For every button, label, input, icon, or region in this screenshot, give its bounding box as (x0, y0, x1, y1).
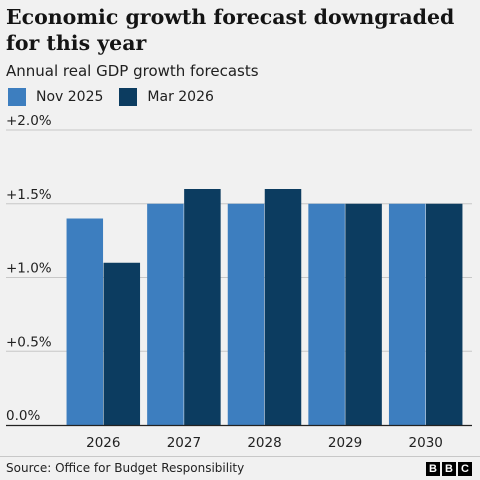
bar-chart: 0.0% +0.5% +1.0% +1.5% +2.0% 2026 2027 2028 2029… (6, 113, 472, 451)
bar (264, 189, 302, 425)
legend-item-mar-2026: Mar 2026 (119, 88, 214, 106)
legend-label-nov-2025: Nov 2025 (36, 89, 104, 105)
x-tick-label: 2028 (247, 435, 281, 451)
chart-title: Economic growth forecast downgraded for … (6, 5, 455, 55)
x-tick-label: 2026 (86, 435, 120, 451)
x-tick-label: 2030 (409, 435, 443, 451)
bar (103, 262, 141, 425)
x-tick-label: 2029 (328, 435, 362, 451)
legend-swatch-nov-2025 (8, 88, 26, 106)
legend-item-nov-2025: Nov 2025 (8, 88, 103, 106)
legend: Nov 2025 Mar 2026 (8, 87, 230, 107)
bar (227, 203, 265, 425)
bar (184, 189, 221, 425)
source-note: Source: Office for Budget Responsibility (6, 461, 245, 475)
legend-swatch-mar-2026 (119, 88, 138, 106)
axes: 0.0% +0.5% +1.0% +1.5% +2.0% 2026 2027 2028 2029… (6, 113, 472, 451)
y-tick-label: +2.0% (6, 113, 52, 129)
bar (66, 218, 104, 425)
bbc-logo-letter-2: B (442, 462, 456, 476)
bars (66, 189, 463, 425)
bar (388, 203, 426, 425)
bbc-logo: B B C (424, 462, 472, 476)
y-tick-label: 0.0% (6, 408, 40, 424)
bar (308, 203, 345, 425)
bbc-logo-letter-1: B (426, 462, 440, 476)
chart-subtitle: Annual real GDP growth forecasts (6, 62, 259, 80)
bar (147, 203, 184, 425)
y-tick-label: +1.0% (6, 261, 52, 277)
legend-label-mar-2026: Mar 2026 (147, 89, 214, 105)
y-tick-label: +0.5% (6, 334, 52, 350)
footer: Source: Office for Budget Responsibility… (0, 456, 480, 480)
bar (425, 203, 463, 425)
x-tick-label: 2027 (167, 435, 201, 451)
bar (345, 203, 382, 425)
bbc-logo-letter-3: C (458, 462, 472, 476)
y-tick-label: +1.5% (6, 187, 52, 203)
